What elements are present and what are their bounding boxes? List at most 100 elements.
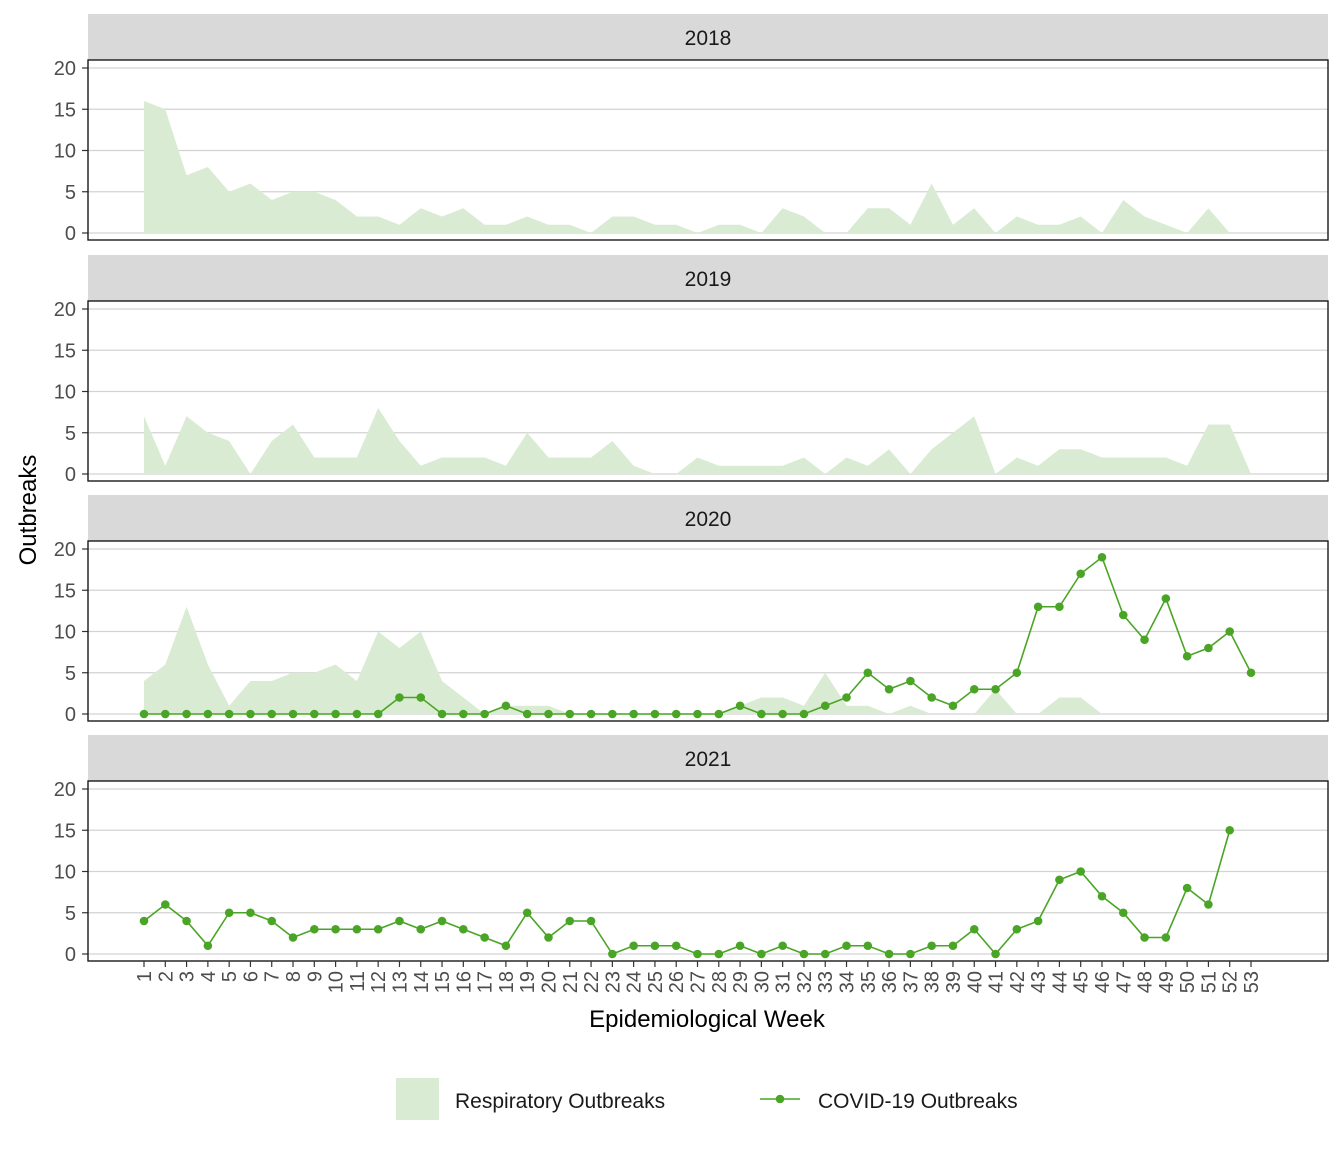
- facet-label: 2018: [685, 27, 732, 50]
- y-tick-label: 20: [54, 779, 76, 801]
- covid-point: [1140, 933, 1149, 942]
- x-tick-label: 45: [1071, 971, 1093, 993]
- facet-label: 2019: [685, 268, 732, 291]
- panel-2021: 2021 0 5 10 15 20: [54, 735, 1329, 966]
- x-tick-label: 40: [964, 971, 986, 993]
- covid-point: [395, 693, 404, 702]
- covid-point: [608, 709, 617, 719]
- x-axis-ticks: 1 2 3 4 5 6 7 8 9 10 11 12 13 14 15 16 17 18 19 20 21 22 23 24 2…: [134, 961, 1263, 993]
- x-tick-label: 14: [411, 971, 433, 993]
- covid-point: [565, 709, 575, 719]
- covid-point: [778, 941, 787, 951]
- covid-point: [352, 924, 362, 934]
- covid-point: [416, 693, 426, 702]
- covid-point: [522, 709, 532, 719]
- x-tick-label: 37: [900, 971, 922, 993]
- covid-point: [799, 709, 809, 719]
- x-tick-label: 8: [283, 971, 305, 982]
- x-tick-label: 39: [943, 971, 965, 993]
- covid-point: [1225, 627, 1235, 636]
- x-tick-label: 35: [858, 971, 880, 993]
- x-tick-label: 27: [688, 971, 710, 993]
- y-tick-label: 10: [54, 862, 76, 884]
- x-tick-label: 29: [730, 971, 752, 993]
- covid-point: [224, 908, 234, 918]
- x-tick-label: 13: [389, 971, 411, 993]
- covid-point: [1097, 891, 1107, 901]
- y-tick-label: 10: [54, 622, 76, 644]
- respiratory-area: [144, 408, 1251, 474]
- covid-point: [352, 709, 362, 719]
- covid-point: [1161, 594, 1171, 603]
- x-tick-label: 49: [1156, 971, 1178, 993]
- covid-point: [1204, 900, 1213, 909]
- respiratory-area: [144, 101, 1230, 233]
- y-tick-label: 15: [54, 340, 76, 362]
- covid-point: [735, 941, 745, 951]
- covid-point: [948, 701, 958, 711]
- y-tick-label: 20: [54, 299, 76, 321]
- x-tick-label: 28: [709, 971, 731, 993]
- covid-point: [799, 949, 809, 959]
- covid-point: [437, 709, 447, 719]
- x-tick-label: 12: [368, 971, 390, 993]
- x-tick-label: 20: [538, 971, 560, 993]
- covid-point: [246, 709, 255, 719]
- covid-point: [1076, 867, 1085, 876]
- covid-point: [629, 941, 638, 951]
- covid-point: [501, 941, 511, 951]
- covid-point: [927, 941, 936, 951]
- x-tick-label: 6: [240, 971, 262, 982]
- x-tick-label: 5: [219, 971, 241, 982]
- x-tick-label: 26: [666, 971, 688, 993]
- covid-point: [842, 941, 851, 951]
- x-tick-label: 1: [134, 971, 156, 982]
- covid-point: [480, 933, 489, 942]
- covid-point: [884, 949, 894, 959]
- covid-point: [1076, 569, 1085, 579]
- respiratory-area: [144, 606, 1102, 714]
- covid-point: [522, 908, 532, 918]
- covid-point: [310, 709, 319, 719]
- y-tick-label: 0: [65, 944, 76, 966]
- covid-point: [501, 701, 511, 711]
- covid-point: [778, 709, 787, 719]
- panel-border: [87, 780, 1329, 962]
- x-tick-label: 36: [879, 971, 901, 993]
- x-tick-label: 50: [1177, 971, 1199, 993]
- facet-label: 2020: [685, 508, 732, 531]
- legend: Respiratory Outbreaks COVID-19 Outbreaks: [396, 1078, 1018, 1120]
- covid-point: [395, 916, 404, 926]
- y-tick-label: 0: [65, 464, 76, 486]
- y-tick-label: 20: [54, 539, 76, 561]
- covid-point: [693, 709, 702, 719]
- panel-2019: 2019 0 5 10 15 20: [54, 255, 1329, 486]
- x-tick-label: 30: [751, 971, 773, 993]
- legend-covid-point: [775, 1094, 785, 1104]
- y-tick-label: 20: [54, 58, 76, 80]
- x-tick-label: 17: [475, 971, 497, 993]
- covid-point: [1033, 602, 1043, 612]
- covid-point: [139, 916, 149, 926]
- covid-point: [650, 709, 660, 719]
- covid-point: [373, 709, 383, 719]
- covid-line: [143, 830, 1231, 956]
- x-tick-label: 42: [1007, 971, 1029, 993]
- panel-border: [87, 59, 1329, 241]
- facet-label: 2021: [685, 748, 732, 771]
- y-tick-label: 5: [65, 182, 76, 204]
- y-axis-label: Outbreaks: [15, 455, 42, 566]
- x-tick-label: 4: [198, 971, 220, 982]
- x-axis-label: Epidemiological Week: [589, 1006, 826, 1033]
- y-tick-label: 10: [54, 382, 76, 404]
- x-tick-label: 9: [304, 971, 326, 982]
- covid-point: [160, 709, 170, 719]
- x-tick-label: 34: [837, 971, 859, 993]
- x-tick-label: 15: [432, 971, 454, 993]
- y-tick-label: 15: [54, 580, 76, 602]
- covid-point: [586, 709, 596, 719]
- legend-respiratory-key: [396, 1078, 439, 1120]
- x-tick-label: 51: [1198, 971, 1220, 993]
- covid-point: [757, 949, 766, 959]
